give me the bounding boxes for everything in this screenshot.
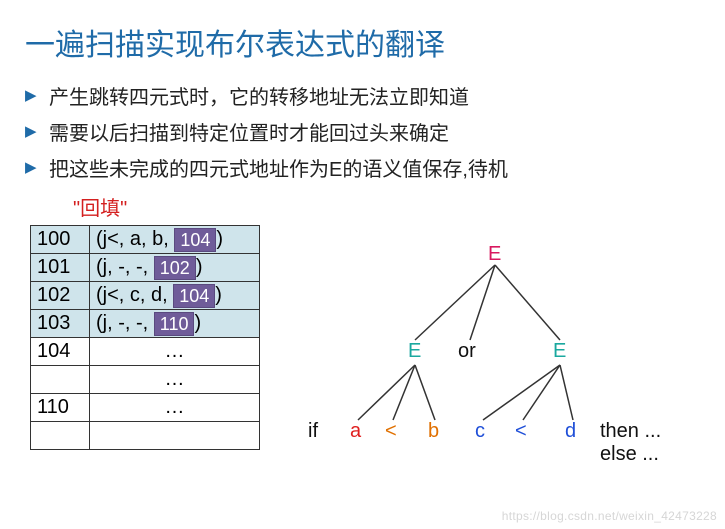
table-row: 110…	[31, 394, 260, 422]
target-box: 104	[173, 284, 215, 308]
code-cell: …	[90, 366, 260, 394]
backfill-label: "回填"	[73, 192, 700, 221]
addr-cell: 103	[31, 310, 90, 338]
tree-node: or	[458, 340, 476, 363]
addr-cell	[31, 422, 90, 450]
code-cell: …	[90, 338, 260, 366]
code-cell	[90, 422, 260, 450]
watermark: https://blog.csdn.net/weixin_42473228	[502, 509, 717, 523]
tree-node: <	[385, 420, 397, 443]
bullet-item: 把这些未完成的四元式地址作为E的语义值保存,待机	[25, 156, 700, 184]
target-box: 102	[154, 256, 196, 280]
quadruple-table: 100(j<, a, b, 104)101(j, -, -, 102)102(j…	[30, 225, 260, 450]
target-box: 104	[174, 228, 216, 252]
code-cell: (j<, c, d, 104)	[90, 282, 260, 310]
table-row: 103(j, -, -, 110)	[31, 310, 260, 338]
tree-node: E	[488, 243, 501, 266]
table-row: 100(j<, a, b, 104)	[31, 226, 260, 254]
addr-cell: 104	[31, 338, 90, 366]
addr-cell: 101	[31, 254, 90, 282]
bullet-list: 产生跳转四元式时，它的转移地址无法立即知道 需要以后扫描到特定位置时才能回过头来…	[25, 84, 700, 184]
bullet-item: 需要以后扫描到特定位置时才能回过头来确定	[25, 120, 700, 148]
target-box: 110	[154, 312, 195, 336]
addr-cell	[31, 366, 90, 394]
addr-cell: 102	[31, 282, 90, 310]
tree-node: <	[515, 420, 527, 443]
tree-node: if	[308, 420, 318, 443]
tree-node: a	[350, 420, 361, 443]
tree-node: b	[428, 420, 439, 443]
parse-tree: EEorEifa<bc<dthen ... else ...	[280, 225, 700, 455]
code-cell: (j, -, -, 110)	[90, 310, 260, 338]
code-cell: (j, -, -, 102)	[90, 254, 260, 282]
tree-node: c	[475, 420, 485, 443]
addr-cell: 100	[31, 226, 90, 254]
tree-node: d	[565, 420, 576, 443]
tree-node: E	[408, 340, 421, 363]
code-cell: …	[90, 394, 260, 422]
table-row	[31, 422, 260, 450]
addr-cell: 110	[31, 394, 90, 422]
tree-node: E	[553, 340, 566, 363]
bullet-item: 产生跳转四元式时，它的转移地址无法立即知道	[25, 84, 700, 112]
tree-node: then ... else ...	[600, 420, 700, 466]
table-row: 104…	[31, 338, 260, 366]
page-title: 一遍扫描实现布尔表达式的翻译	[25, 20, 700, 64]
code-cell: (j<, a, b, 104)	[90, 226, 260, 254]
table-row: …	[31, 366, 260, 394]
table-row: 102(j<, c, d, 104)	[31, 282, 260, 310]
table-row: 101(j, -, -, 102)	[31, 254, 260, 282]
